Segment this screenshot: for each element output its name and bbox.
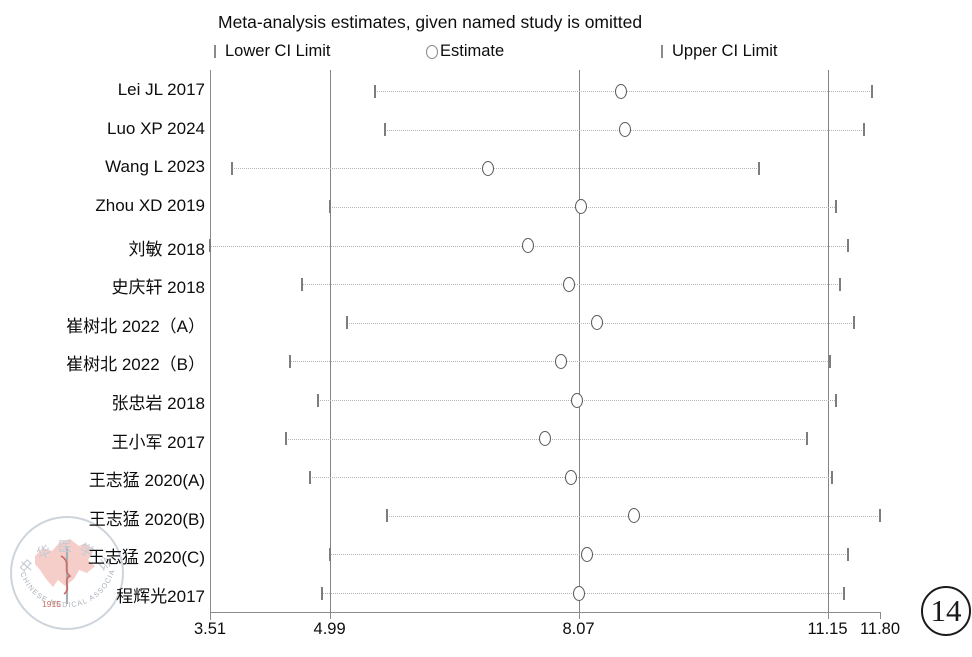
x-axis-tick-label: 3.51 <box>193 620 227 638</box>
study-label: Luo XP 2024 <box>107 118 205 138</box>
x-axis-tick-label: 8.07 <box>562 620 595 638</box>
lower-ci-tick <box>317 393 320 407</box>
upper-ci-tick <box>834 393 837 407</box>
estimate-marker <box>573 585 586 601</box>
x-axis-tick <box>578 612 580 619</box>
upper-ci-tick-icon <box>661 45 663 58</box>
x-axis-tick <box>827 612 829 619</box>
study-label: 王志猛 2020(A) <box>88 471 205 491</box>
legend-upper-ci-label: Upper CI Limit <box>672 42 778 60</box>
lower-ci-tick <box>328 200 331 214</box>
x-axis-tick-label: 11.15 <box>807 620 848 638</box>
reference-line <box>578 70 580 612</box>
estimate-marker <box>482 160 494 176</box>
upper-ci-tick <box>838 277 841 291</box>
chart-title: Meta-analysis estimates, given named stu… <box>218 12 643 32</box>
estimate-marker <box>554 353 567 369</box>
legend-estimate-label: Estimate <box>440 42 505 60</box>
lower-ci-tick <box>329 547 332 561</box>
x-axis-tick <box>880 612 881 619</box>
study-label: Zhou XD 2019 <box>95 195 205 215</box>
legend-lower-ci: Lower CI Limit <box>214 42 330 61</box>
study-label: 王小军 2017 <box>111 432 205 452</box>
x-axis-tick-label: 4.99 <box>313 620 346 638</box>
lower-ci-tick <box>289 354 291 368</box>
ci-line <box>231 168 759 170</box>
study-label: Wang L 2023 <box>105 157 205 177</box>
upper-ci-tick <box>846 547 849 561</box>
study-label: 崔树北 2022（A） <box>66 316 205 336</box>
study-label: 史庆轩 2018 <box>111 278 205 298</box>
study-label: 刘敏 2018 <box>128 239 205 259</box>
estimate-marker <box>591 315 604 331</box>
legend-estimate: Estimate <box>426 42 504 61</box>
lower-ci-tick <box>301 277 304 291</box>
cma-watermark-logo: 中华医学会 CHINESE MEDICAL ASSOCIATION 1915 <box>2 508 124 630</box>
study-label: 王志猛 2020(C) <box>87 548 205 568</box>
x-axis-tick <box>329 612 331 619</box>
x-axis-tick-label: 11.80 <box>859 620 901 638</box>
estimate-marker <box>570 392 583 408</box>
estimate-marker <box>615 83 628 99</box>
study-label: 张忠岩 2018 <box>111 394 205 413</box>
upper-ci-tick <box>757 161 760 175</box>
estimate-marker <box>575 199 587 215</box>
lower-ci-tick <box>285 432 287 446</box>
watermark-china-map <box>35 539 95 587</box>
upper-ci-tick <box>834 200 837 214</box>
watermark-outer-ring <box>10 516 124 630</box>
y-axis-line <box>210 70 211 620</box>
upper-ci-tick <box>862 123 865 137</box>
study-label: 程辉光2017 <box>116 587 205 607</box>
estimate-marker <box>564 469 577 485</box>
upper-ci-tick <box>870 84 873 98</box>
study-label: Lei JL 2017 <box>117 80 205 99</box>
reference-line <box>827 70 829 612</box>
study-label: 王志猛 2020(B) <box>88 509 205 529</box>
lower-ci-tick-icon <box>214 45 216 58</box>
estimate-marker <box>627 508 640 524</box>
lower-ci-tick <box>230 161 233 175</box>
estimate-circle-icon <box>426 44 438 59</box>
reference-line <box>329 70 331 612</box>
lower-ci-tick <box>309 470 312 484</box>
estimate-marker <box>562 276 575 292</box>
estimate-marker <box>538 431 551 447</box>
lower-ci-tick <box>386 509 388 523</box>
x-axis-tick <box>210 612 211 619</box>
upper-ci-tick <box>879 509 881 523</box>
lower-ci-tick <box>373 84 376 98</box>
legend-upper-ci: Upper CI Limit <box>661 42 777 61</box>
upper-ci-tick <box>830 470 833 484</box>
watermark-snake-icon <box>60 555 72 595</box>
watermark-year: 1915 <box>42 599 61 609</box>
study-label: 崔树北 2022（B） <box>66 355 205 375</box>
upper-ci-tick <box>842 586 845 600</box>
figure-number-badge: 14 <box>921 586 971 636</box>
lower-ci-tick <box>321 586 324 600</box>
lower-ci-tick <box>384 123 387 137</box>
upper-ci-tick <box>846 239 849 252</box>
lower-ci-tick <box>345 316 348 330</box>
estimate-marker <box>522 238 535 253</box>
upper-ci-tick <box>806 432 809 446</box>
upper-ci-tick <box>828 354 831 368</box>
estimate-marker <box>619 122 632 138</box>
lower-ci-tick <box>209 239 211 252</box>
upper-ci-tick <box>853 316 856 330</box>
x-axis-line <box>210 612 881 613</box>
estimate-marker <box>581 546 594 562</box>
legend-lower-ci-label: Lower CI Limit <box>225 42 331 60</box>
